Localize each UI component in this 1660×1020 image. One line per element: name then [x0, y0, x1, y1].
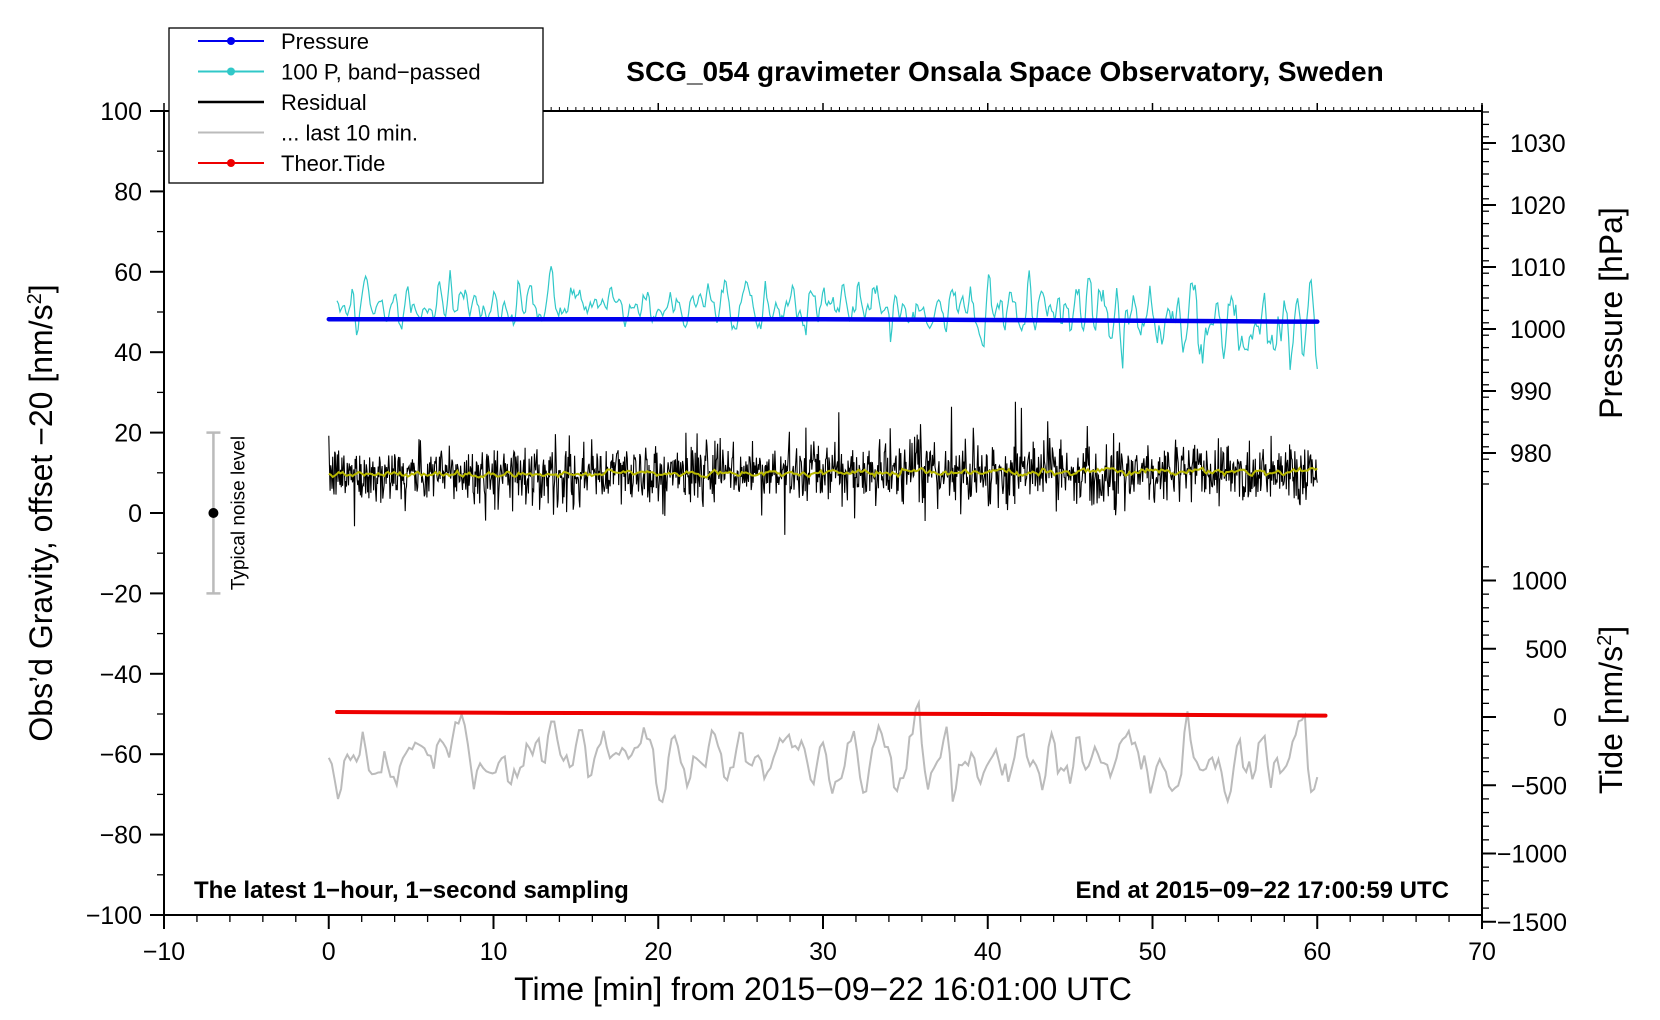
y-tick-label: 80	[114, 178, 142, 206]
x-axis-title: Time [min] from 2015−09−22 16:01:00 UTC	[514, 971, 1132, 1007]
x-tick-label: 40	[974, 938, 1002, 966]
tide-tick-label: 1000	[1511, 568, 1567, 596]
pressure-tick-label: 1010	[1510, 254, 1566, 282]
legend-label: 100 P, band−passed	[281, 60, 481, 85]
x-axis: −10 0 10 20 30 40 50 60 70	[143, 103, 1496, 966]
noise-label: Typical noise level	[228, 436, 249, 590]
x-tick-label: 30	[809, 938, 837, 966]
x-tick-label: 70	[1468, 938, 1496, 966]
y-axis-pressure: 980 990 1000 1010 1020 1030	[1481, 105, 1566, 485]
chart-title: SCG_054 gravimeter Onsala Space Observat…	[626, 56, 1383, 87]
series-layer	[326, 266, 1328, 805]
y-tick-label: −40	[100, 661, 142, 689]
legend-box	[168, 27, 544, 184]
y-title-sup: 2	[24, 293, 46, 304]
tide-title-main: Tide [nm/s	[1593, 646, 1629, 794]
legend-label: Pressure	[281, 29, 369, 54]
x-tick-label: 50	[1139, 938, 1167, 966]
legend-label: Theor.Tide	[281, 151, 385, 176]
y-axis-tide: −1500 −1000 −500 0 500 1000	[1482, 566, 1567, 937]
pressure-tick-label: 1020	[1510, 192, 1566, 220]
tide-title-close: ]	[1593, 626, 1629, 635]
series-last-10-min	[327, 698, 1319, 805]
y-tick-label: −20	[100, 580, 142, 608]
pressure-tick-label: 990	[1510, 378, 1552, 406]
tide-title-sup: 2	[1594, 635, 1616, 646]
y-tick-label: 100	[100, 98, 142, 126]
tide-tick-label: 500	[1525, 636, 1567, 664]
y-axis-title-pressure: Pressure [hPa]	[1593, 207, 1629, 419]
tide-tick-label: −1500	[1497, 909, 1567, 937]
legend-label: Residual	[281, 90, 367, 115]
series-residual	[328, 401, 1318, 535]
tide-tick-label: 0	[1553, 704, 1567, 732]
x-tick-label: 60	[1303, 938, 1331, 966]
annotation-left: The latest 1−hour, 1−second sampling	[194, 877, 629, 904]
x-tick-label: −10	[143, 938, 185, 966]
noise-bar	[206, 431, 221, 595]
y-title-main: Obs’d Gravity, offset −20 [nm/s	[23, 304, 59, 741]
legend-marker	[227, 159, 235, 167]
series-pressure	[326, 316, 1320, 324]
plot-frame	[163, 110, 1483, 916]
y-axis-gravity: −100 −80 −60 −40 −20 0 20 40 60 80 100	[86, 98, 164, 930]
y-tick-label: 20	[114, 420, 142, 448]
y-tick-label: 40	[114, 339, 142, 367]
series-residual-smoothed	[328, 466, 1318, 479]
legend-label: ... last 10 min.	[281, 121, 418, 146]
y-axis-title-gravity: Obs’d Gravity, offset −20 [nm/s2]	[23, 284, 59, 741]
x-tick-label: 0	[322, 938, 336, 966]
tide-tick-label: −1000	[1497, 841, 1567, 869]
legend-marker	[227, 37, 235, 45]
x-tick-label: 10	[480, 938, 508, 966]
y-tick-label: 0	[128, 500, 142, 528]
x-tick-label: 20	[644, 938, 672, 966]
y-title-close: ]	[23, 284, 59, 293]
annotation-right: End at 2015−09−22 17:00:59 UTC	[1075, 877, 1449, 904]
pressure-tick-label: 980	[1510, 440, 1552, 468]
y-axis-title-tide: Tide [nm/s2]	[1593, 626, 1629, 794]
series-theor-tide	[335, 710, 1328, 718]
legend: Pressure 100 P, band−passed Residual ... la…	[168, 27, 544, 184]
y-tick-label: 60	[114, 259, 142, 287]
tide-tick-label: −500	[1511, 772, 1567, 800]
pressure-tick-label: 1000	[1510, 316, 1566, 344]
legend-marker	[227, 67, 235, 76]
y-tick-label: −60	[100, 741, 142, 769]
noise-bar-center	[208, 508, 219, 518]
y-tick-label: −100	[86, 902, 142, 930]
pressure-tick-label: 1030	[1510, 130, 1566, 158]
y-tick-label: −80	[100, 822, 142, 850]
